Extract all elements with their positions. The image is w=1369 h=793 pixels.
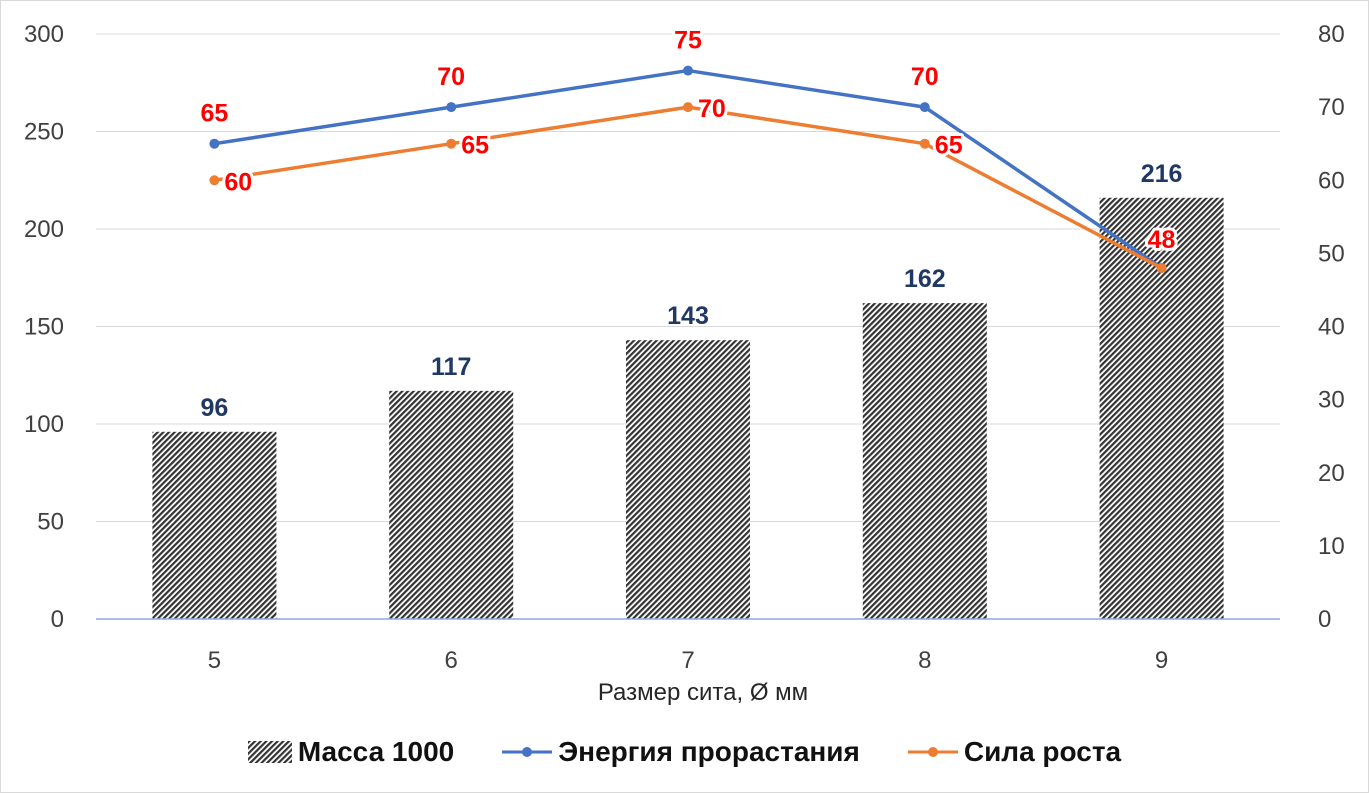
line-point [209,138,220,149]
line-point [1156,263,1167,273]
bar [152,431,277,619]
x-tick-label: 7 [681,647,694,674]
line-value-label: 70 [437,63,465,91]
y-right-tick-label: 0 [1318,606,1331,633]
y-right-tick-label: 50 [1318,240,1345,267]
legend-item-growth: Сила роста [907,736,1122,768]
line-value-label: 70 [911,63,939,91]
line-value-label: 65 [200,100,228,128]
left-axis-ticks: 0 50 100 150 200 250 300 [24,21,64,633]
line-point [446,102,457,113]
line-value-label: 65 [935,132,963,160]
line-point [919,138,930,149]
legend-swatch-blue-line [502,747,553,757]
line-point [446,138,457,149]
bar-value-label: 162 [904,265,946,293]
data-labels: 96 117 143 162 216 65 70 75 70 60 65 70 65 48 [197,24,1183,422]
line-value-label: 75 [674,27,702,55]
x-tick-label: 9 [1155,647,1168,674]
y-left-tick-label: 150 [24,314,64,341]
legend-label-energy: Энергия прорастания [558,736,860,767]
bar-value-label: 143 [667,302,709,330]
legend-label-growth: Сила роста [963,736,1122,767]
bar-series [152,197,1224,620]
line-point [209,175,220,186]
line-point [683,65,693,76]
y-right-tick-label: 10 [1318,533,1345,560]
legend: Масса 1000 Энергия прорастания Сила рост… [0,728,1369,776]
bar-value-label: 96 [200,394,228,422]
y-left-tick-label: 200 [24,216,64,243]
y-right-tick-label: 20 [1318,460,1345,487]
y-left-tick-label: 100 [24,411,64,438]
legend-swatch-orange-line [907,747,958,757]
line-value-label: 70 [698,95,726,123]
x-axis-title: Размер сита, Ø мм [598,679,808,706]
line-value-label: 60 [224,168,252,196]
line-value-label: 48 [1148,226,1176,254]
legend-item-energy: Энергия прорастания [502,736,860,768]
line-point [683,102,693,113]
right-axis-ticks: 0 10 20 30 40 50 60 70 80 [1318,21,1345,633]
legend-item-bar: Масса 1000 [247,736,455,768]
line-value-label: 65 [461,132,489,160]
legend-swatch-hatch [247,741,292,763]
y-right-tick-label: 40 [1318,314,1345,341]
bar [862,303,987,619]
bar [626,340,750,619]
y-left-tick-label: 300 [24,21,64,48]
y-left-tick-label: 50 [37,509,64,536]
bar-value-label: 216 [1141,160,1183,188]
bar [1099,197,1224,620]
x-axis-ticks: 5 6 7 8 9 [208,647,1169,674]
line-series [209,65,1167,273]
y-left-tick-label: 0 [51,606,64,633]
legend-label-mass: Масса 1000 [297,736,455,767]
y-right-tick-label: 30 [1318,387,1345,414]
y-right-tick-label: 80 [1318,21,1345,48]
y-right-tick-label: 70 [1318,94,1345,121]
y-left-tick-label: 250 [24,119,64,146]
y-right-tick-label: 60 [1318,167,1345,194]
x-tick-label: 6 [445,647,458,674]
bar-value-label: 117 [431,353,471,381]
x-tick-label: 5 [208,647,221,674]
line-point [919,102,930,113]
bar [389,390,514,619]
series-line [214,68,1163,270]
x-tick-label: 8 [918,647,931,674]
